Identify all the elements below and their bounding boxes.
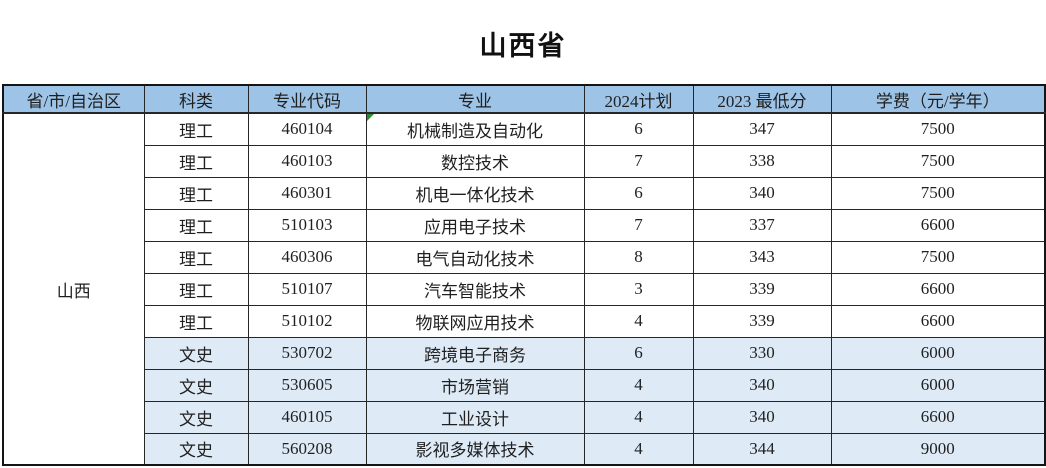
cell-tuition: 6600 bbox=[830, 272, 1046, 306]
cell-category: 理工 bbox=[143, 176, 249, 210]
table-row: 理工 460306 电气自动化技术 8 343 7500 bbox=[3, 240, 1046, 274]
cell-major-code: 530605 bbox=[247, 368, 367, 402]
table-row: 文史 530702 跨境电子商务 6 330 6000 bbox=[3, 336, 1046, 370]
admissions-table: 省/市/自治区 科类 专业代码 专业 2024计划 2023 最低分 学费（元/… bbox=[2, 84, 1046, 466]
cell-min-2023: 339 bbox=[692, 304, 832, 338]
cell-major-code: 460306 bbox=[247, 240, 367, 274]
cell-tuition: 7500 bbox=[830, 144, 1046, 178]
cell-plan-2024: 6 bbox=[583, 112, 694, 146]
column-header-min-score-2023: 2023 最低分 bbox=[692, 84, 832, 114]
cell-tuition: 7500 bbox=[830, 176, 1046, 210]
cell-category: 理工 bbox=[143, 144, 249, 178]
column-header-plan-2024: 2024计划 bbox=[583, 84, 694, 114]
cell-category: 理工 bbox=[143, 240, 249, 274]
column-header-province: 省/市/自治区 bbox=[2, 84, 145, 114]
header-row: 省/市/自治区 科类 专业代码 专业 2024计划 2023 最低分 学费（元/… bbox=[2, 84, 1046, 114]
table-row: 理工 510103 应用电子技术 7 337 6600 bbox=[3, 208, 1046, 242]
table-header: 省/市/自治区 科类 专业代码 专业 2024计划 2023 最低分 学费（元/… bbox=[2, 84, 1046, 114]
cell-plan-2024: 7 bbox=[583, 144, 694, 178]
cell-tuition: 9000 bbox=[830, 432, 1046, 466]
cell-major-code: 510102 bbox=[247, 304, 367, 338]
cell-tuition: 7500 bbox=[830, 112, 1046, 146]
error-indicator-icon bbox=[367, 114, 374, 121]
cell-min-2023: 340 bbox=[692, 400, 832, 434]
table-body: 山西 理工 460104 机械制造及自动化 6 347 7500 理工 4601… bbox=[2, 112, 1046, 466]
table-row: 理工 460103 数控技术 7 338 7500 bbox=[3, 144, 1046, 178]
cell-min-2023: 340 bbox=[692, 176, 832, 210]
cell-major: 电气自动化技术 bbox=[365, 240, 585, 274]
cell-major: 数控技术 bbox=[365, 144, 585, 178]
cell-major-label: 机械制造及自动化 bbox=[407, 121, 543, 141]
column-header-tuition: 学费（元/学年） bbox=[830, 84, 1046, 114]
table-row: 理工 510102 物联网应用技术 4 339 6600 bbox=[3, 304, 1046, 338]
cell-tuition: 6600 bbox=[830, 400, 1046, 434]
cell-major-code: 460103 bbox=[247, 144, 367, 178]
cell-category: 文史 bbox=[143, 336, 249, 370]
cell-plan-2024: 4 bbox=[583, 368, 694, 402]
column-header-major: 专业 bbox=[365, 84, 585, 114]
cell-category: 理工 bbox=[143, 208, 249, 242]
cell-major: 影视多媒体技术 bbox=[365, 432, 585, 466]
table-row: 山西 理工 460104 机械制造及自动化 6 347 7500 bbox=[2, 112, 1046, 466]
cell-min-2023: 347 bbox=[692, 112, 832, 146]
cell-min-2023: 343 bbox=[692, 240, 832, 274]
cell-tuition: 6600 bbox=[830, 208, 1046, 242]
page-title: 山西省 bbox=[479, 31, 567, 61]
cell-category: 文史 bbox=[143, 400, 249, 434]
cell-major-code: 510103 bbox=[247, 208, 367, 242]
cell-tuition: 6000 bbox=[830, 368, 1046, 402]
cell-major: 应用电子技术 bbox=[365, 208, 585, 242]
cell-plan-2024: 8 bbox=[583, 240, 694, 274]
cell-min-2023: 330 bbox=[692, 336, 832, 370]
cell-major: 汽车智能技术 bbox=[365, 272, 585, 306]
cell-tuition: 7500 bbox=[830, 240, 1046, 274]
cell-major: 物联网应用技术 bbox=[365, 304, 585, 338]
cell-major-code: 530702 bbox=[247, 336, 367, 370]
table-row: 文史 530605 市场营销 4 340 6000 bbox=[3, 368, 1046, 402]
cell-category: 文史 bbox=[143, 368, 249, 402]
cell-major-code: 510107 bbox=[247, 272, 367, 306]
cell-min-2023: 344 bbox=[692, 432, 832, 466]
table-row: 文史 460105 工业设计 4 340 6600 bbox=[3, 400, 1046, 434]
cell-major: 机械制造及自动化 bbox=[365, 112, 585, 146]
cell-min-2023: 337 bbox=[692, 208, 832, 242]
province-cell: 山西 bbox=[2, 112, 145, 466]
cell-plan-2024: 4 bbox=[583, 304, 694, 338]
cell-major-code: 560208 bbox=[247, 432, 367, 466]
cell-major: 机电一体化技术 bbox=[365, 176, 585, 210]
cell-major-code: 460301 bbox=[247, 176, 367, 210]
table-row: 理工 510107 汽车智能技术 3 339 6600 bbox=[3, 272, 1046, 306]
cell-tuition: 6000 bbox=[830, 336, 1046, 370]
cell-plan-2024: 7 bbox=[583, 208, 694, 242]
cell-plan-2024: 4 bbox=[583, 400, 694, 434]
cell-category: 理工 bbox=[143, 304, 249, 338]
cell-tuition: 6600 bbox=[830, 304, 1046, 338]
cell-plan-2024: 6 bbox=[583, 336, 694, 370]
cell-min-2023: 339 bbox=[692, 272, 832, 306]
cell-major-code: 460104 bbox=[247, 112, 367, 146]
table-row: 文史 560208 影视多媒体技术 4 344 9000 bbox=[3, 432, 1046, 466]
cell-min-2023: 338 bbox=[692, 144, 832, 178]
cell-plan-2024: 4 bbox=[583, 432, 694, 466]
cell-min-2023: 340 bbox=[692, 368, 832, 402]
table-row: 理工 460301 机电一体化技术 6 340 7500 bbox=[3, 176, 1046, 210]
cell-category: 理工 bbox=[143, 272, 249, 306]
column-header-major-code: 专业代码 bbox=[247, 84, 367, 114]
column-header-category: 科类 bbox=[143, 84, 249, 114]
cell-plan-2024: 3 bbox=[583, 272, 694, 306]
cell-major: 跨境电子商务 bbox=[365, 336, 585, 370]
cell-major-code: 460105 bbox=[247, 400, 367, 434]
cell-major: 市场营销 bbox=[365, 368, 585, 402]
cell-category: 理工 bbox=[143, 112, 249, 146]
cell-category: 文史 bbox=[143, 432, 249, 466]
cell-major: 工业设计 bbox=[365, 400, 585, 434]
cell-plan-2024: 6 bbox=[583, 176, 694, 210]
